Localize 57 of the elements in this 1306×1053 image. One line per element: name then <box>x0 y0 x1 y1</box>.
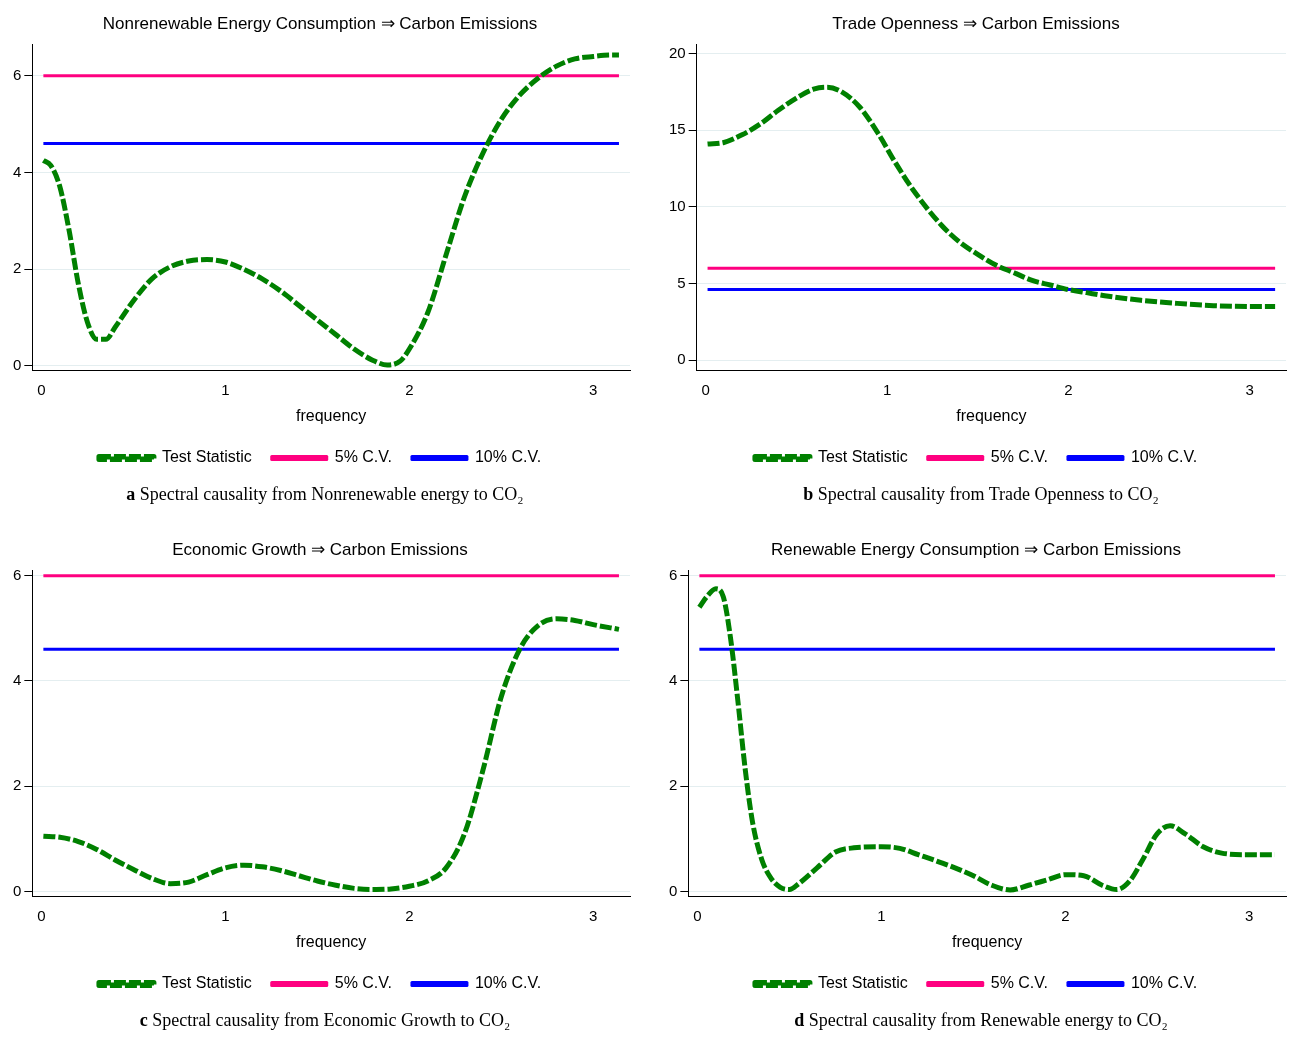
y-tick-label: 5 <box>677 273 686 291</box>
legend-label: 10% C.V. <box>1130 974 1198 992</box>
y-tick-label: 0 <box>13 356 22 374</box>
y-tick-label: 6 <box>13 65 22 83</box>
text: b Spectral causality from Trade Openness to CO₂ <box>803 484 1159 504</box>
y-tick-label: 20 <box>669 43 686 61</box>
x-tick-label: 0 <box>693 906 702 924</box>
y-tick-label: 2 <box>669 776 678 794</box>
x-tick-label: 2 <box>1064 380 1073 398</box>
y-tick-label: 2 <box>13 259 22 277</box>
text: d Spectral causality from Renewable energy to CO₂ <box>794 1010 1168 1030</box>
legend-label: 5% C.V. <box>990 448 1048 466</box>
x-tick-label: 3 <box>589 906 598 924</box>
legend-label: 5% C.V. <box>334 448 392 466</box>
text: c Spectral causality from Economic Growth to CO₂ <box>139 1010 511 1030</box>
x-tick-label: 2 <box>405 380 414 398</box>
y-tick-label: 15 <box>669 120 686 138</box>
x-axis-title: frequency <box>296 932 367 950</box>
chart-title: Nonrenewable Energy Consumption ⇒ Carbon Emissions <box>102 13 538 33</box>
chart-title: Trade Openness ⇒ Carbon Emissions <box>832 13 1120 33</box>
text: a Spectral causality from Nonrenewable energy to CO₂ <box>126 484 524 504</box>
x-tick-label: 3 <box>589 380 598 398</box>
legend-label: Test Statistic <box>161 974 252 992</box>
x-tick-label: 0 <box>37 906 46 924</box>
legend-label: Test Statistic <box>161 448 252 466</box>
chart-title: Economic Growth ⇒ Carbon Emissions <box>172 539 468 559</box>
legend-label: 10% C.V. <box>474 974 542 992</box>
legend-label: 10% C.V. <box>1130 448 1198 466</box>
x-tick-label: 1 <box>221 380 230 398</box>
legend-label: Test Statistic <box>817 974 908 992</box>
y-tick-label: 0 <box>13 881 22 899</box>
y-tick-label: 6 <box>13 565 22 583</box>
y-tick-label: 6 <box>669 565 678 583</box>
legend-label: 5% C.V. <box>990 974 1048 992</box>
x-tick-label: 0 <box>701 380 710 398</box>
chart-title: Renewable Energy Consumption ⇒ Carbon Emissions <box>771 539 1181 559</box>
legend-label: 10% C.V. <box>474 448 542 466</box>
y-tick-label: 4 <box>13 162 22 180</box>
x-tick-label: 2 <box>1061 906 1070 924</box>
legend-label: Test Statistic <box>817 448 908 466</box>
x-tick-label: 2 <box>405 906 414 924</box>
y-tick-label: 0 <box>669 881 678 899</box>
x-axis-title: frequency <box>296 406 367 424</box>
x-tick-label: 0 <box>37 380 46 398</box>
x-tick-label: 1 <box>221 906 230 924</box>
legend-label: 5% C.V. <box>334 974 392 992</box>
y-tick-label: 2 <box>13 776 22 794</box>
x-axis-title: frequency <box>956 406 1027 424</box>
y-tick-label: 4 <box>669 671 678 689</box>
x-axis-title: frequency <box>952 932 1023 950</box>
y-tick-label: 0 <box>677 350 686 368</box>
x-tick-label: 1 <box>882 380 892 398</box>
x-tick-label: 1 <box>877 906 886 924</box>
x-tick-label: 3 <box>1245 380 1254 398</box>
x-tick-label: 3 <box>1245 906 1254 924</box>
y-tick-label: 4 <box>13 671 22 689</box>
y-tick-label: 10 <box>669 196 686 214</box>
